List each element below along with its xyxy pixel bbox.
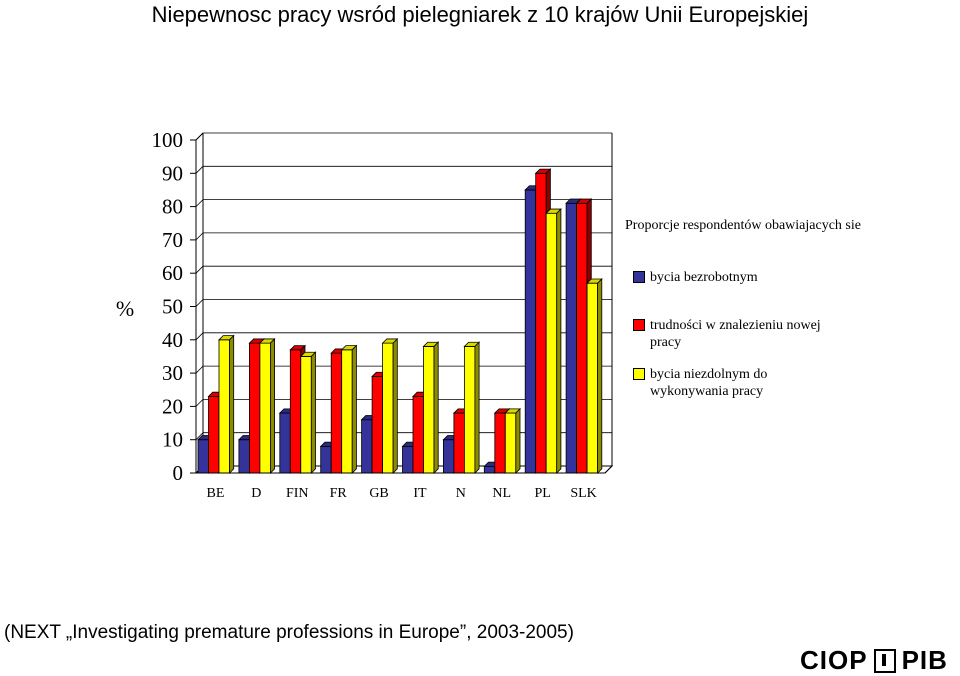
ciop-pib-logo: CIOP PIB: [800, 645, 948, 676]
y-tick-label-20: 20: [162, 394, 183, 418]
bar-D-3: [258, 337, 276, 474]
logo-text-left: CIOP: [800, 645, 868, 675]
y-tick-label-80: 80: [162, 195, 183, 219]
legend-label-1: bycia bezrobotnym: [650, 270, 758, 285]
legend-swatch-1: [633, 271, 645, 283]
y-tick-label-50: 50: [162, 295, 183, 319]
y-axis-top-edge: [195, 132, 204, 141]
legend-item-2: trudności w znalezieniu nowej pracy: [633, 317, 835, 351]
legend-item-3: bycia niezdolnym do wykonywania pracy: [633, 366, 835, 400]
bar-SLK-3: [586, 278, 603, 474]
x-tick-label-SLK: SLK: [570, 486, 596, 501]
y-tick-label-90: 90: [162, 161, 183, 185]
y-tick-label-100: 100: [152, 128, 184, 152]
legend-label-2: trudności w znalezieniu nowej pracy: [650, 318, 821, 350]
bar-FIN-3: [299, 351, 317, 474]
bar-FR-3: [340, 344, 358, 474]
logo-text-right: PIB: [901, 645, 948, 675]
y-tick-label-40: 40: [162, 328, 183, 352]
bar-N-3: [463, 341, 481, 474]
source-citation: (NEXT „Investigating premature professio…: [4, 622, 574, 643]
y-axis: 0 10 20 30 40 50 60 70 80 90 100: [152, 128, 204, 485]
x-axis-end-edge: [604, 465, 613, 474]
bars: [197, 168, 603, 474]
legend-swatch-2: [633, 319, 645, 331]
bar-PL-3: [545, 208, 562, 474]
y-tick-label-30: 30: [162, 361, 183, 385]
x-tick-label-FR: FR: [330, 486, 348, 501]
bar-GB-3: [381, 337, 399, 474]
bar-NL-3: [504, 407, 521, 474]
x-tick-label-GB: GB: [369, 486, 388, 501]
y-tick-label-70: 70: [162, 228, 183, 252]
x-tick-label-D: D: [251, 486, 261, 501]
y-tick-label-0: 0: [173, 461, 184, 485]
legend-item-1: bycia bezrobotnym: [633, 269, 835, 286]
x-tick-label-BE: BE: [207, 486, 225, 501]
gridline-100: [195, 132, 612, 141]
page-title: Niepewnosc pracy wsród pielegniarek z 10…: [151, 2, 809, 27]
bar-IT-3: [422, 341, 440, 474]
y-tick-label-10: 10: [162, 428, 183, 452]
y-tick-label-60: 60: [162, 261, 183, 285]
y-axis-label: %: [116, 296, 134, 321]
x-axis: BE D FIN FR GB IT N NL PL SLK: [196, 465, 613, 501]
x-tick-label-NL: NL: [492, 486, 511, 501]
x-tick-label-FIN: FIN: [286, 486, 309, 501]
x-tick-label-PL: PL: [534, 486, 550, 501]
x-tick-label-IT: IT: [413, 486, 427, 501]
legend-label-3: bycia niezdolnym do wykonywania pracy: [650, 367, 768, 399]
legend-swatch-3: [633, 368, 645, 380]
bar-BE-3: [218, 334, 235, 474]
legend-title: Proporcje respondentów obawiajacych sie: [625, 218, 861, 233]
logo-mark-icon: [873, 648, 896, 673]
x-tick-label-N: N: [456, 486, 466, 501]
